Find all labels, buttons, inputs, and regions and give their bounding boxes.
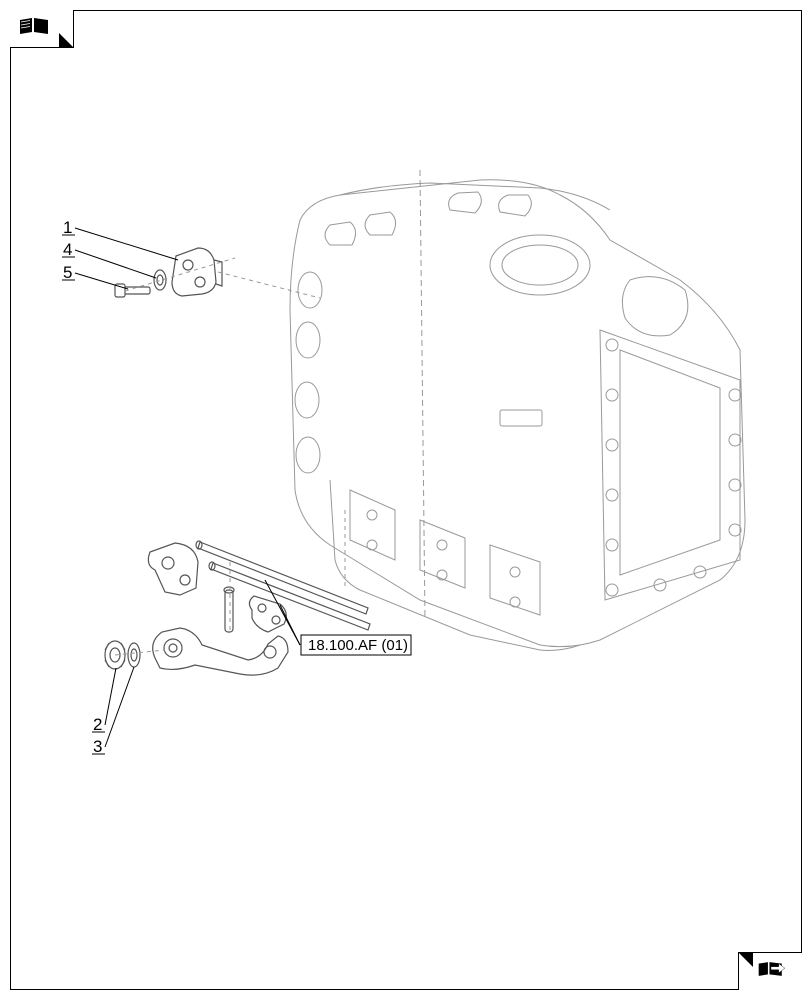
part-1-bracket [172,248,222,296]
callout-2: 2 [93,715,102,734]
callout-3: 3 [93,737,102,756]
reference-label: 18.100.AF (01) [308,637,408,654]
parts-diagram: 1 4 5 2 3 18.100.AF (01) [0,0,812,1000]
callout-5: 5 [63,263,72,282]
part-3-washer [128,643,140,667]
main-housing [290,170,745,650]
part-5-bolt [115,284,150,297]
callout-4: 4 [63,240,72,259]
callout-1: 1 [63,218,72,237]
part-4-washer [154,270,166,290]
